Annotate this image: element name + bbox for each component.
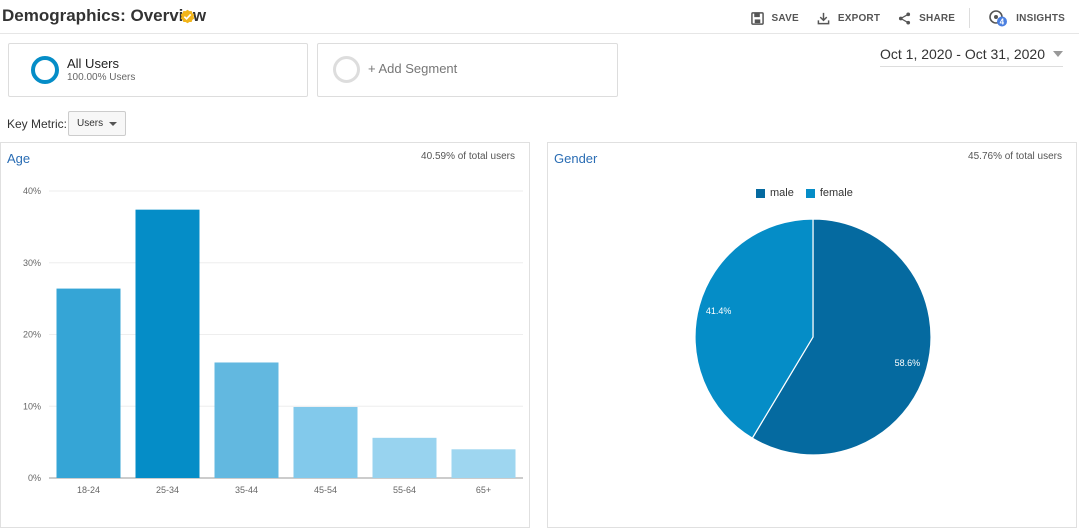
export-icon	[817, 12, 830, 24]
age-bar-55-64[interactable]	[372, 437, 437, 478]
segment-ring-icon	[31, 56, 59, 84]
age-total-share: 40.59% of total users	[421, 151, 515, 162]
legend-swatch-female	[805, 188, 815, 198]
add-segment-label: + Add Segment	[368, 61, 458, 76]
chevron-down-icon	[1053, 51, 1063, 57]
age-panel: Age 40.59% of total users 0% 10% 20% 30% 40%…	[0, 142, 530, 528]
age-bar-25-34[interactable]	[135, 209, 200, 478]
verified-badge-icon	[180, 9, 195, 24]
pie-slice-female[interactable]	[694, 218, 814, 440]
age-bar-35-44[interactable]	[214, 362, 279, 478]
save-button[interactable]: SAVE	[750, 11, 799, 25]
action-divider	[969, 8, 971, 28]
x-tick-label: 18-24	[77, 485, 100, 495]
x-tick-label: 45-54	[314, 485, 337, 495]
y-tick-label: 0%	[28, 473, 41, 483]
date-range-picker[interactable]: Oct 1, 2020 - Oct 31, 2020	[880, 46, 1063, 67]
legend-label-male: male	[770, 187, 794, 199]
age-panel-title[interactable]: Age	[7, 151, 31, 166]
age-bar-45-54[interactable]	[293, 406, 358, 478]
gender-total-share: 45.76% of total users	[968, 151, 1062, 162]
insights-button[interactable]: 4 INSIGHTS	[988, 9, 1065, 27]
age-bar-18-24[interactable]	[56, 288, 121, 478]
save-label: SAVE	[771, 12, 799, 24]
y-tick-label: 40%	[23, 186, 41, 196]
key-metric-select[interactable]: Users	[68, 111, 126, 136]
share-label: SHARE	[919, 12, 956, 24]
legend-label-female: female	[819, 187, 853, 199]
date-range-label: Oct 1, 2020 - Oct 31, 2020	[880, 46, 1045, 62]
top-bar: Demographics: Overview SAVE EXPORT	[0, 0, 1079, 34]
insights-label: INSIGHTS	[1016, 12, 1065, 24]
segment-all-users[interactable]: All Users 100.00% Users	[8, 43, 308, 97]
x-tick-label: 55-64	[393, 485, 416, 495]
insights-icon: 4	[989, 10, 1008, 27]
insights-badge: 4	[1000, 18, 1005, 27]
segment-share: 100.00% Users	[67, 72, 136, 83]
x-tick-label: 35-44	[235, 485, 258, 495]
age-bar-chart: 0% 10% 20% 30% 40% 18-24 25-34 35-44 45-54 55-64 6…	[23, 186, 523, 495]
export-label: EXPORT	[837, 12, 881, 24]
legend-swatch-male	[756, 188, 765, 198]
chevron-down-icon	[109, 122, 117, 126]
segment-name: All Users	[67, 56, 120, 71]
gender-pie-chart: 58.6% 41.4%	[694, 218, 932, 456]
legend-item-female: female	[805, 187, 853, 199]
add-segment-button[interactable]: + Add Segment	[317, 43, 618, 97]
report-actions: SAVE EXPORT SHARE 4	[733, 8, 1065, 28]
empty-segment-ring-icon	[333, 56, 360, 83]
pie-value-label: 41.4%	[706, 306, 732, 316]
gender-panel-title[interactable]: Gender	[554, 151, 598, 166]
age-bar-65+[interactable]	[451, 449, 516, 478]
key-metric-label: Key Metric:	[7, 117, 68, 131]
legend-item-male: male	[756, 187, 794, 199]
gender-panel: Gender 45.76% of total users male female…	[547, 142, 1077, 528]
share-icon	[899, 11, 911, 25]
gender-legend: male female	[756, 187, 865, 199]
x-tick-label: 25-34	[156, 485, 179, 495]
share-button[interactable]: SHARE	[898, 11, 956, 25]
export-button[interactable]: EXPORT	[817, 12, 880, 25]
x-tick-label: 65+	[476, 485, 491, 495]
page-title: Demographics: Overview	[2, 6, 207, 25]
y-tick-label: 30%	[23, 258, 41, 268]
key-metric-value: Users	[77, 118, 104, 129]
pie-value-label: 58.6%	[895, 358, 921, 368]
pie-slice-male[interactable]	[751, 218, 932, 456]
y-tick-label: 10%	[23, 401, 41, 411]
y-tick-label: 20%	[23, 330, 41, 340]
save-icon	[750, 11, 764, 25]
